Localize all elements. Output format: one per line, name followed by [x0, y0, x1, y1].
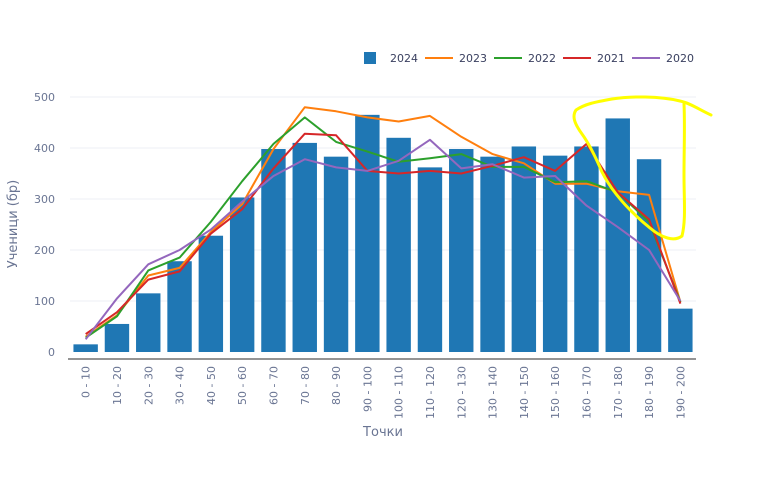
bar-50-60[interactable] — [229, 197, 255, 352]
legend-label: 2021 — [597, 52, 625, 65]
x-axis-title: Точки — [362, 425, 403, 440]
legend-label: 2020 — [666, 52, 694, 65]
bar-40-50[interactable] — [198, 235, 224, 352]
x-tick-label: 110 - 120 — [424, 366, 437, 419]
y-tick-label: 500 — [34, 91, 55, 104]
y-tick-label: 100 — [34, 295, 55, 308]
bar-190-200[interactable] — [668, 308, 693, 352]
x-tick-label: 140 - 150 — [518, 366, 531, 419]
y-tick-label: 200 — [34, 244, 55, 257]
legend-item-2020[interactable]: 2020 — [632, 52, 694, 65]
y-axis-title: Ученици (бр) — [6, 180, 21, 268]
x-axis-ticks: 0 - 10 10 - 20 20 - 30 30 - 40 40 - 50 50 - 6… — [80, 366, 688, 419]
x-tick-label: 50 - 60 — [236, 366, 249, 405]
bar-140-150[interactable] — [511, 146, 537, 352]
bar-10-20[interactable] — [104, 323, 130, 352]
legend-item-2022[interactable]: 2022 — [494, 52, 556, 65]
legend-label: 2023 — [459, 52, 487, 65]
x-tick-label: 40 - 50 — [205, 366, 218, 405]
grid-lines — [70, 96, 696, 302]
bar-120-130[interactable] — [449, 149, 474, 352]
bar-series-2024 — [73, 114, 693, 352]
y-tick-label: 0 — [48, 346, 55, 359]
legend-item-2021[interactable]: 2021 — [563, 52, 625, 65]
x-tick-label: 80 - 90 — [330, 366, 343, 405]
bar-180-190[interactable] — [636, 159, 662, 352]
legend[interactable]: 2024 2023 2022 2021 2020 — [364, 52, 694, 65]
x-tick-label: 170 - 180 — [612, 366, 625, 419]
x-tick-label: 100 - 110 — [393, 366, 406, 419]
x-tick-label: 30 - 40 — [174, 366, 187, 405]
bar-70-80[interactable] — [292, 142, 317, 352]
x-tick-label: 0 - 10 — [80, 366, 93, 398]
bar-80-90[interactable] — [323, 156, 349, 352]
legend-item-2023[interactable]: 2023 — [425, 52, 487, 65]
bar-0-10[interactable] — [73, 344, 98, 352]
x-tick-label: 120 - 130 — [455, 366, 468, 419]
line-series-2020[interactable] — [84, 138, 682, 340]
line-series-group — [84, 106, 682, 340]
legend-swatch — [364, 52, 376, 64]
legend-label: 2022 — [528, 52, 556, 65]
bar-100-110[interactable] — [386, 137, 411, 352]
bar-170-180[interactable] — [605, 118, 630, 352]
yellow-highlight-annotation — [572, 95, 713, 241]
x-tick-label: 150 - 160 — [549, 366, 562, 419]
bar-30-40[interactable] — [167, 261, 192, 352]
legend-label: 2024 — [390, 52, 418, 65]
x-tick-label: 160 - 170 — [580, 366, 593, 419]
bar-130-140[interactable] — [480, 156, 505, 352]
line-series-2021[interactable] — [85, 132, 682, 335]
x-tick-label: 20 - 30 — [142, 366, 155, 405]
y-tick-label: 300 — [34, 193, 55, 206]
line-series-2023[interactable] — [85, 106, 682, 338]
x-tick-label: 10 - 20 — [111, 366, 124, 405]
x-tick-label: 180 - 190 — [643, 366, 656, 419]
bar-20-30[interactable] — [136, 293, 161, 352]
y-axis-ticks: 0 100 200 300 400 500 — [34, 91, 55, 359]
x-tick-label: 190 - 200 — [674, 366, 687, 419]
y-tick-label: 400 — [34, 142, 55, 155]
bar-110-120[interactable] — [417, 167, 443, 352]
x-tick-label: 130 - 140 — [487, 366, 500, 419]
x-tick-label: 60 - 70 — [267, 366, 280, 405]
bar-150-160[interactable] — [542, 155, 568, 352]
legend-item-2024[interactable]: 2024 — [364, 52, 418, 65]
bar-90-100[interactable] — [355, 114, 380, 352]
x-tick-label: 90 - 100 — [361, 366, 374, 412]
line-series-2022[interactable] — [85, 116, 682, 339]
bar-160-170[interactable] — [574, 146, 599, 352]
x-tick-label: 70 - 80 — [299, 366, 312, 405]
